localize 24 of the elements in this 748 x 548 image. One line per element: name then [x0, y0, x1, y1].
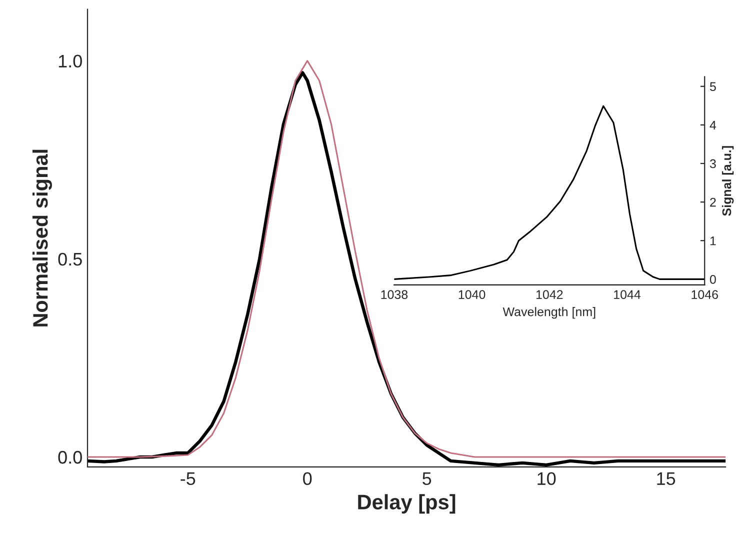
- x-axis-title: Wavelength [nm]: [502, 307, 596, 319]
- x-tick-label: 1038: [381, 290, 408, 300]
- x-tick-label: 1044: [614, 290, 641, 300]
- y-tick-label: 0.5: [58, 252, 82, 266]
- x-tick-label: 1046: [692, 290, 718, 300]
- y-axis-title: Normalised signal: [32, 150, 52, 326]
- y-tick-label: 1.0: [58, 54, 82, 68]
- y2-tick-label: 2: [710, 198, 716, 207]
- y2-tick-label: 3: [710, 159, 716, 168]
- x-tick-label: 10: [538, 472, 556, 486]
- y2-tick-label: 1: [710, 236, 716, 246]
- x-axis-title: Delay [ps]: [358, 494, 456, 514]
- x-tick-label: 15: [657, 472, 676, 486]
- x-tick-label: -5: [180, 472, 196, 486]
- y2-tick-label: 4: [710, 120, 716, 130]
- y2-tick-label: 0: [710, 274, 716, 284]
- x-tick-label: 0: [303, 472, 312, 486]
- x-tick-label: 1042: [536, 290, 563, 300]
- y2-tick-label: 5: [710, 82, 716, 92]
- y2-axis-title: Signal [a.u.]: [722, 146, 734, 216]
- line-series: [394, 105, 705, 280]
- x-tick-label: 5: [422, 472, 432, 486]
- y-tick-label: 0.0: [58, 450, 82, 464]
- x-tick-label: 1040: [458, 290, 486, 300]
